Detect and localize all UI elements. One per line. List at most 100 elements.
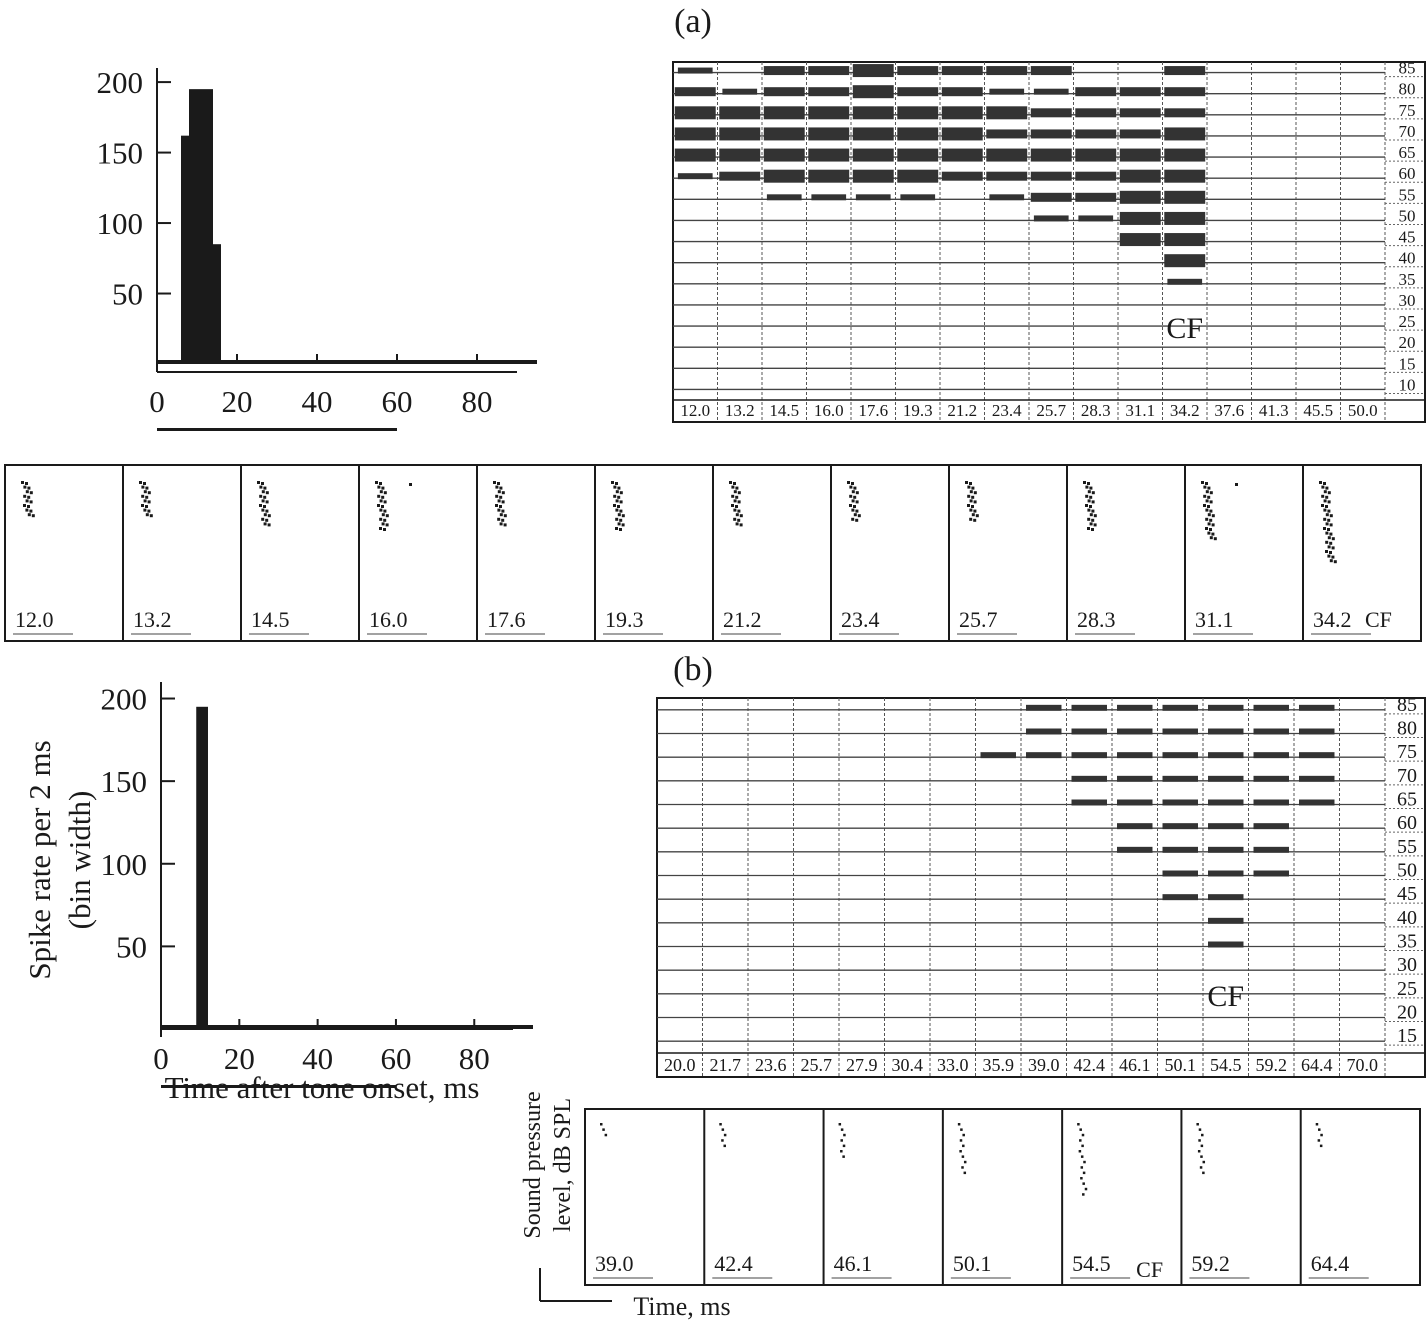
response-bar	[719, 127, 761, 141]
spike-dot	[1079, 1139, 1082, 1142]
spike-dot	[1091, 528, 1094, 531]
frequency-label: 28.3	[1081, 401, 1111, 420]
spike-dot	[1211, 532, 1215, 536]
frequency-label: 21.7	[710, 1055, 742, 1075]
spike-dot	[409, 483, 412, 486]
spike-dot	[1320, 1133, 1323, 1137]
level-label: 50	[1399, 206, 1416, 225]
spike-dot	[147, 500, 151, 504]
response-bar	[1117, 775, 1153, 782]
response-bar	[1164, 87, 1206, 97]
response-bar	[897, 106, 939, 120]
spike-dot	[737, 500, 741, 504]
raster-frame	[584, 1108, 1421, 1286]
spike-dot	[1329, 532, 1333, 536]
frequency-label: 13.2	[725, 401, 755, 420]
spike-dot	[733, 490, 737, 494]
spike-dot	[1081, 1133, 1085, 1137]
response-bar	[674, 106, 716, 120]
spike-dot	[853, 513, 857, 517]
frequency-label: 31.1	[1125, 401, 1155, 420]
response-bar	[1026, 704, 1062, 711]
spike-dot	[1087, 490, 1091, 494]
response-bar	[1253, 870, 1289, 877]
spike-dot	[381, 522, 385, 526]
spike-dot	[1321, 485, 1325, 489]
response-bar	[941, 127, 983, 141]
spike-dot	[613, 504, 616, 507]
spike-dot	[840, 1150, 843, 1153]
legend-x-label: Time, ms	[633, 1292, 730, 1321]
spike-dot	[1325, 486, 1329, 490]
raster-frequency-label: 28.3	[1077, 607, 1116, 632]
response-bar	[1167, 278, 1203, 285]
spike-dot	[1205, 517, 1209, 521]
response-bar	[1208, 894, 1244, 901]
spike-dot	[149, 514, 153, 518]
spike-dot	[971, 513, 975, 517]
frequency-label: 33.0	[937, 1055, 969, 1075]
spike-dot	[145, 513, 149, 517]
spike-dot	[733, 482, 736, 485]
raster-frequency-label: 19.3	[605, 607, 644, 632]
histogram-bar	[213, 244, 221, 364]
response-bar	[1078, 215, 1114, 222]
response-bar	[766, 194, 802, 201]
response-bar	[980, 752, 1016, 759]
response-bar	[1119, 87, 1161, 97]
response-bar	[763, 66, 805, 76]
spike-dot	[1207, 505, 1210, 508]
spike-dot	[1327, 528, 1330, 531]
spike-dot	[139, 481, 142, 484]
spike-dot	[600, 1123, 603, 1126]
response-bar	[1208, 704, 1244, 711]
spike-dot	[261, 490, 265, 494]
raster-frequency-label: 50.1	[953, 1251, 992, 1276]
level-label: 15	[1399, 354, 1416, 373]
spike-dot	[1325, 540, 1329, 544]
response-bar	[1164, 148, 1206, 162]
response-bar	[1030, 171, 1072, 181]
response-bar	[1075, 108, 1117, 118]
response-bar	[1164, 169, 1206, 183]
y-tick-label: 200	[101, 682, 148, 717]
spike-dot	[259, 504, 262, 507]
spike-dot	[851, 499, 855, 503]
spike-dot	[1201, 1133, 1204, 1137]
raster-frequency-label: 31.1	[1195, 607, 1234, 632]
spike-dot	[1207, 495, 1211, 499]
spike-dot	[1329, 514, 1333, 518]
response-bar	[808, 127, 850, 141]
spike-dot	[619, 500, 623, 504]
y-tick-label: 150	[101, 764, 148, 799]
spike-dot	[25, 499, 29, 503]
raster-frequency-label: 21.2	[723, 607, 762, 632]
spike-dot	[855, 518, 859, 522]
y-axis-label-line: Spike rate per 2 ms	[22, 740, 57, 979]
spike-dot	[840, 1128, 844, 1131]
frequency-label: 50.0	[1348, 401, 1378, 420]
level-label: 45	[1399, 228, 1416, 247]
response-bar	[674, 148, 716, 162]
spike-dot	[735, 495, 739, 499]
response-bar	[1071, 799, 1107, 806]
spike-dot	[849, 504, 852, 507]
spike-dot	[961, 1155, 965, 1158]
spike-dot	[383, 500, 387, 504]
legend-y-label: Sound pressure level, dB SPL	[520, 1091, 576, 1238]
histogram-bar	[181, 135, 189, 364]
spike-dot	[967, 504, 970, 507]
spike-dot	[1319, 481, 1322, 484]
spike-dot	[1325, 531, 1329, 535]
spike-dot	[1087, 482, 1090, 485]
spike-dot	[377, 485, 381, 489]
spike-dot	[733, 517, 737, 521]
raster-frequency-label: 13.2	[133, 607, 172, 632]
spike-dot	[503, 514, 507, 518]
response-bar	[677, 173, 713, 180]
spike-dot	[497, 499, 501, 503]
response-bar	[1299, 728, 1335, 735]
spike-dot	[617, 522, 621, 526]
response-bar	[941, 66, 983, 76]
spike-dot	[621, 514, 625, 518]
